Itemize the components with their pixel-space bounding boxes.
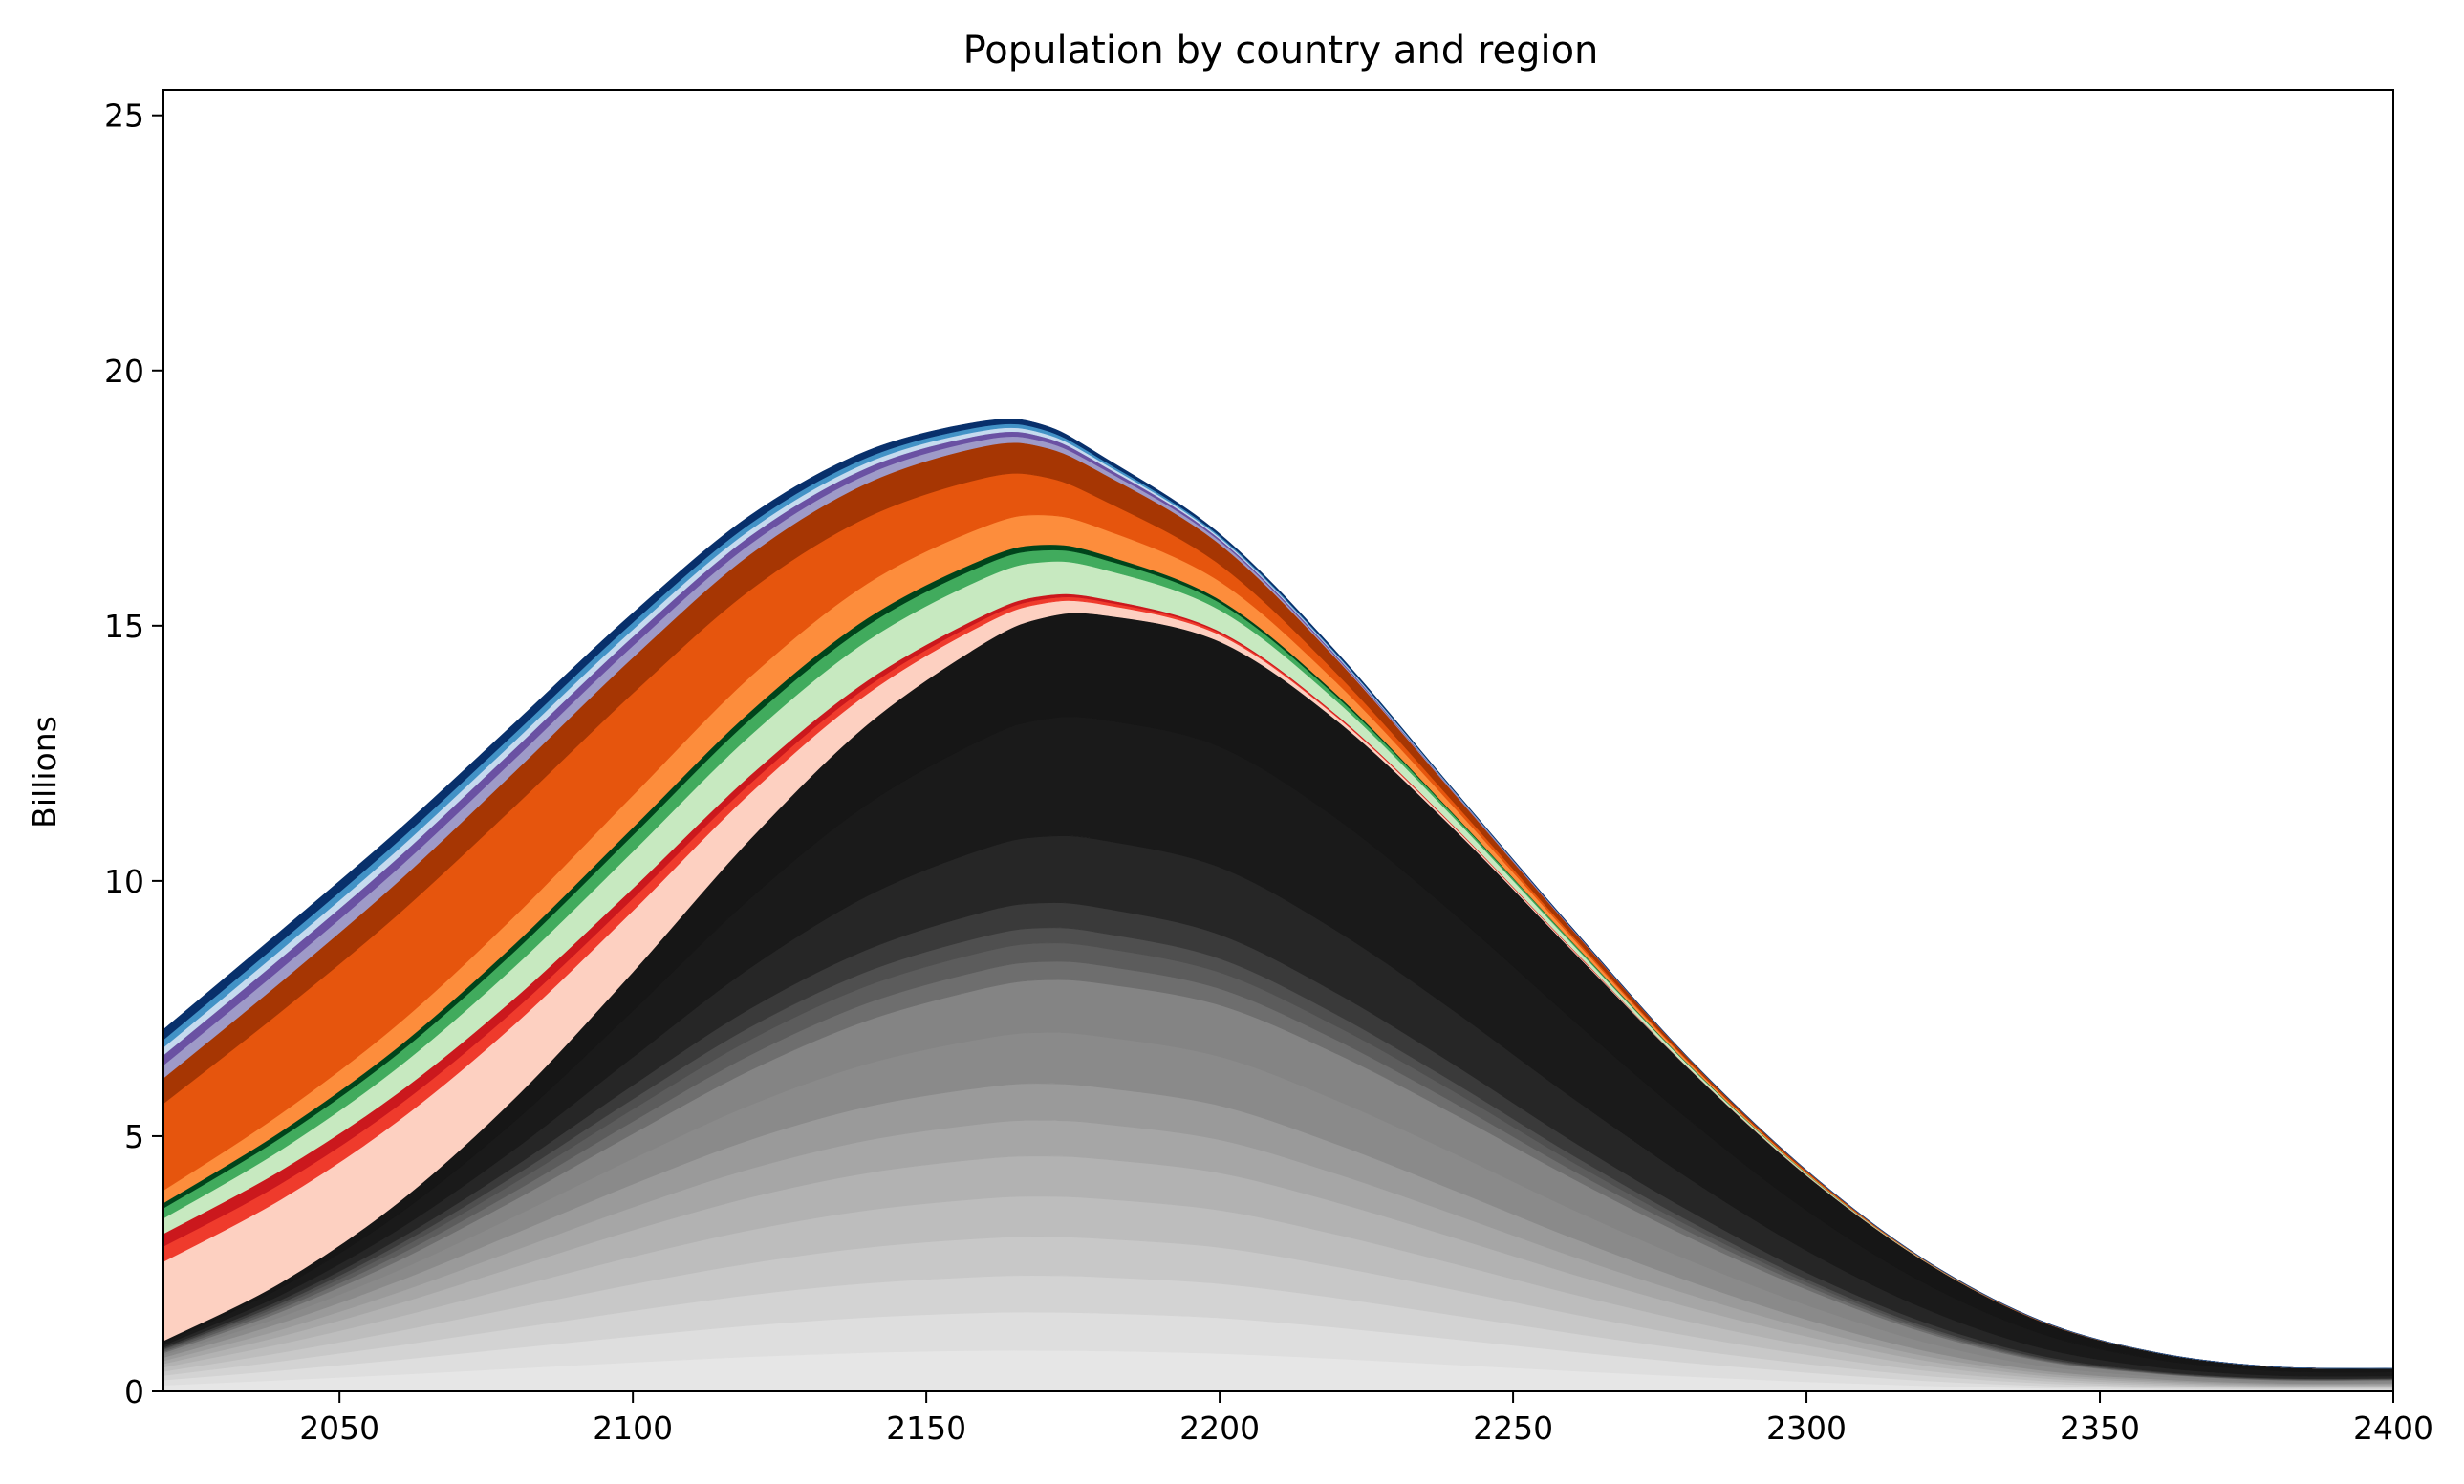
x-axis: 2050 2100 2150 2200 2250 2300 2350 2400 <box>299 1391 2433 1447</box>
y-tick-label: 5 <box>124 1118 144 1155</box>
x-tick-label: 2400 <box>2353 1409 2433 1447</box>
x-tick-label: 2250 <box>1473 1409 1553 1447</box>
y-tick-label: 25 <box>104 97 144 135</box>
y-tick-label: 10 <box>104 863 144 900</box>
x-tick-label: 2100 <box>593 1409 673 1447</box>
x-tick-label: 2050 <box>299 1409 379 1447</box>
chart-title: Population by country and region <box>963 29 1599 73</box>
x-tick-label: 2150 <box>886 1409 966 1447</box>
y-axis-label: Billions <box>26 716 63 828</box>
x-tick-label: 2200 <box>1179 1409 1260 1447</box>
y-axis: 0 5 10 15 20 25 <box>104 97 163 1410</box>
y-tick-label: 20 <box>104 353 144 390</box>
y-tick-label: 15 <box>104 608 144 645</box>
x-tick-label: 2300 <box>1766 1409 1847 1447</box>
plot-frame <box>162 89 2394 1392</box>
y-tick-label: 0 <box>124 1373 144 1410</box>
series-areas <box>162 419 2394 1392</box>
x-tick-label: 2350 <box>2060 1409 2140 1447</box>
